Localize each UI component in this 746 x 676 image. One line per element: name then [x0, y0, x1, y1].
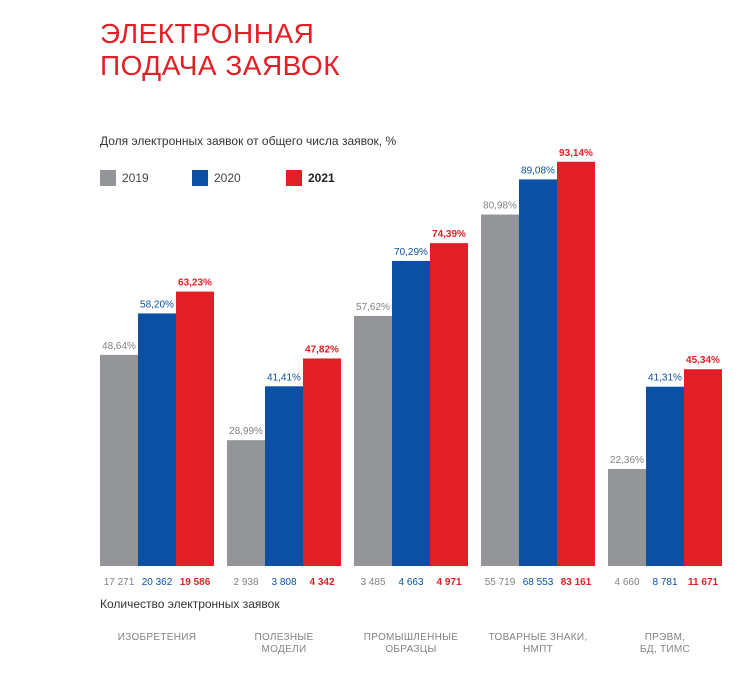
- legend-item-2020: 2020: [192, 170, 241, 186]
- category-label-1-1: МОДЕЛИ: [262, 644, 307, 655]
- percent-label-2019-4: 22,36%: [610, 455, 644, 466]
- legend-item-2019: 2019: [100, 170, 149, 186]
- bar-2021-2: [430, 243, 468, 566]
- count-label-2020-4: 8 781: [652, 577, 677, 588]
- bar-2019-2: [354, 315, 392, 566]
- count-label-2020-0: 20 362: [142, 577, 173, 588]
- count-label-2021-1: 4 342: [309, 577, 334, 588]
- category-label-2-0: ПРОМЫШЛЕННЫЕ: [364, 632, 459, 643]
- legend-swatch-2019: [100, 170, 116, 186]
- legend-swatch-2020: [192, 170, 208, 186]
- percent-label-2021-2: 74,39%: [432, 229, 466, 240]
- title-line-2: ПОДАЧА ЗАЯВОК: [100, 50, 341, 81]
- percent-label-2021-3: 93,14%: [559, 148, 593, 159]
- percent-label-2019-2: 57,62%: [356, 302, 390, 313]
- category-label-2-1: ОБРАЗЦЫ: [385, 644, 436, 655]
- count-label-2020-3: 68 553: [523, 577, 554, 588]
- percent-label-2019-1: 28,99%: [229, 426, 263, 437]
- bar-2020-2: [392, 260, 430, 566]
- count-label-2021-4: 11 671: [688, 577, 718, 588]
- legend-label-2021: 2021: [308, 171, 335, 185]
- percent-label-2021-4: 45,34%: [686, 355, 720, 366]
- count-label-2020-2: 4 663: [398, 577, 423, 588]
- bar-2021-4: [684, 369, 722, 566]
- bar-2019-4: [608, 468, 646, 566]
- legend-item-2021: 2021: [286, 170, 335, 186]
- count-label-2019-4: 4 660: [614, 577, 639, 588]
- percent-label-2020-3: 89,08%: [521, 165, 555, 176]
- bar-2021-0: [176, 291, 214, 566]
- category-label-0-0: ИЗОБРЕТЕНИЯ: [118, 632, 197, 643]
- category-label-4-1: БД, ТИМС: [640, 644, 690, 655]
- count-label-2019-2: 3 485: [360, 577, 385, 588]
- legend-label-2019: 2019: [122, 171, 149, 185]
- percent-label-2020-2: 70,29%: [394, 247, 428, 258]
- chart-subtitle: Доля электронных заявок от общего числа …: [100, 134, 397, 148]
- bar-2020-3: [519, 179, 557, 566]
- count-label-2021-3: 83 161: [561, 577, 592, 588]
- percent-label-2019-0: 48,64%: [102, 341, 136, 352]
- bar-2019-3: [481, 214, 519, 566]
- count-label-2021-2: 4 971: [436, 577, 461, 588]
- page-title: ЭЛЕКТРОННАЯ ПОДАЧА ЗАЯВОК: [100, 18, 340, 82]
- category-label-4-0: ПРЭВМ,: [645, 632, 686, 643]
- percent-label-2019-3: 80,98%: [483, 201, 517, 212]
- legend-swatch-2021: [286, 170, 302, 186]
- bar-2020-0: [138, 313, 176, 566]
- bar-2021-3: [557, 161, 595, 566]
- count-caption: Количество электронных заявок: [100, 597, 280, 611]
- percent-label-2021-0: 63,23%: [178, 278, 212, 289]
- category-label-3-1: НМПТ: [523, 644, 553, 655]
- count-label-2021-0: 19 586: [180, 577, 211, 588]
- bar-2020-4: [646, 386, 684, 566]
- bar-2020-1: [265, 386, 303, 566]
- percent-label-2020-4: 41,31%: [648, 373, 682, 384]
- bar-2019-1: [227, 440, 265, 566]
- count-label-2019-0: 17 271: [104, 577, 135, 588]
- bar-2019-0: [100, 354, 138, 566]
- count-label-2020-1: 3 808: [271, 577, 296, 588]
- category-label-1-0: ПОЛЕЗНЫЕ: [254, 632, 313, 643]
- bar-2021-1: [303, 358, 341, 566]
- percent-label-2021-1: 47,82%: [305, 344, 339, 355]
- percent-label-2020-1: 41,41%: [267, 372, 301, 383]
- legend-label-2020: 2020: [214, 171, 241, 185]
- category-label-3-0: ТОВАРНЫЕ ЗНАКИ,: [489, 632, 588, 643]
- count-label-2019-1: 2 938: [233, 577, 258, 588]
- percent-label-2020-0: 58,20%: [140, 299, 174, 310]
- count-label-2019-3: 55 719: [485, 577, 516, 588]
- title-line-1: ЭЛЕКТРОННАЯ: [100, 18, 315, 49]
